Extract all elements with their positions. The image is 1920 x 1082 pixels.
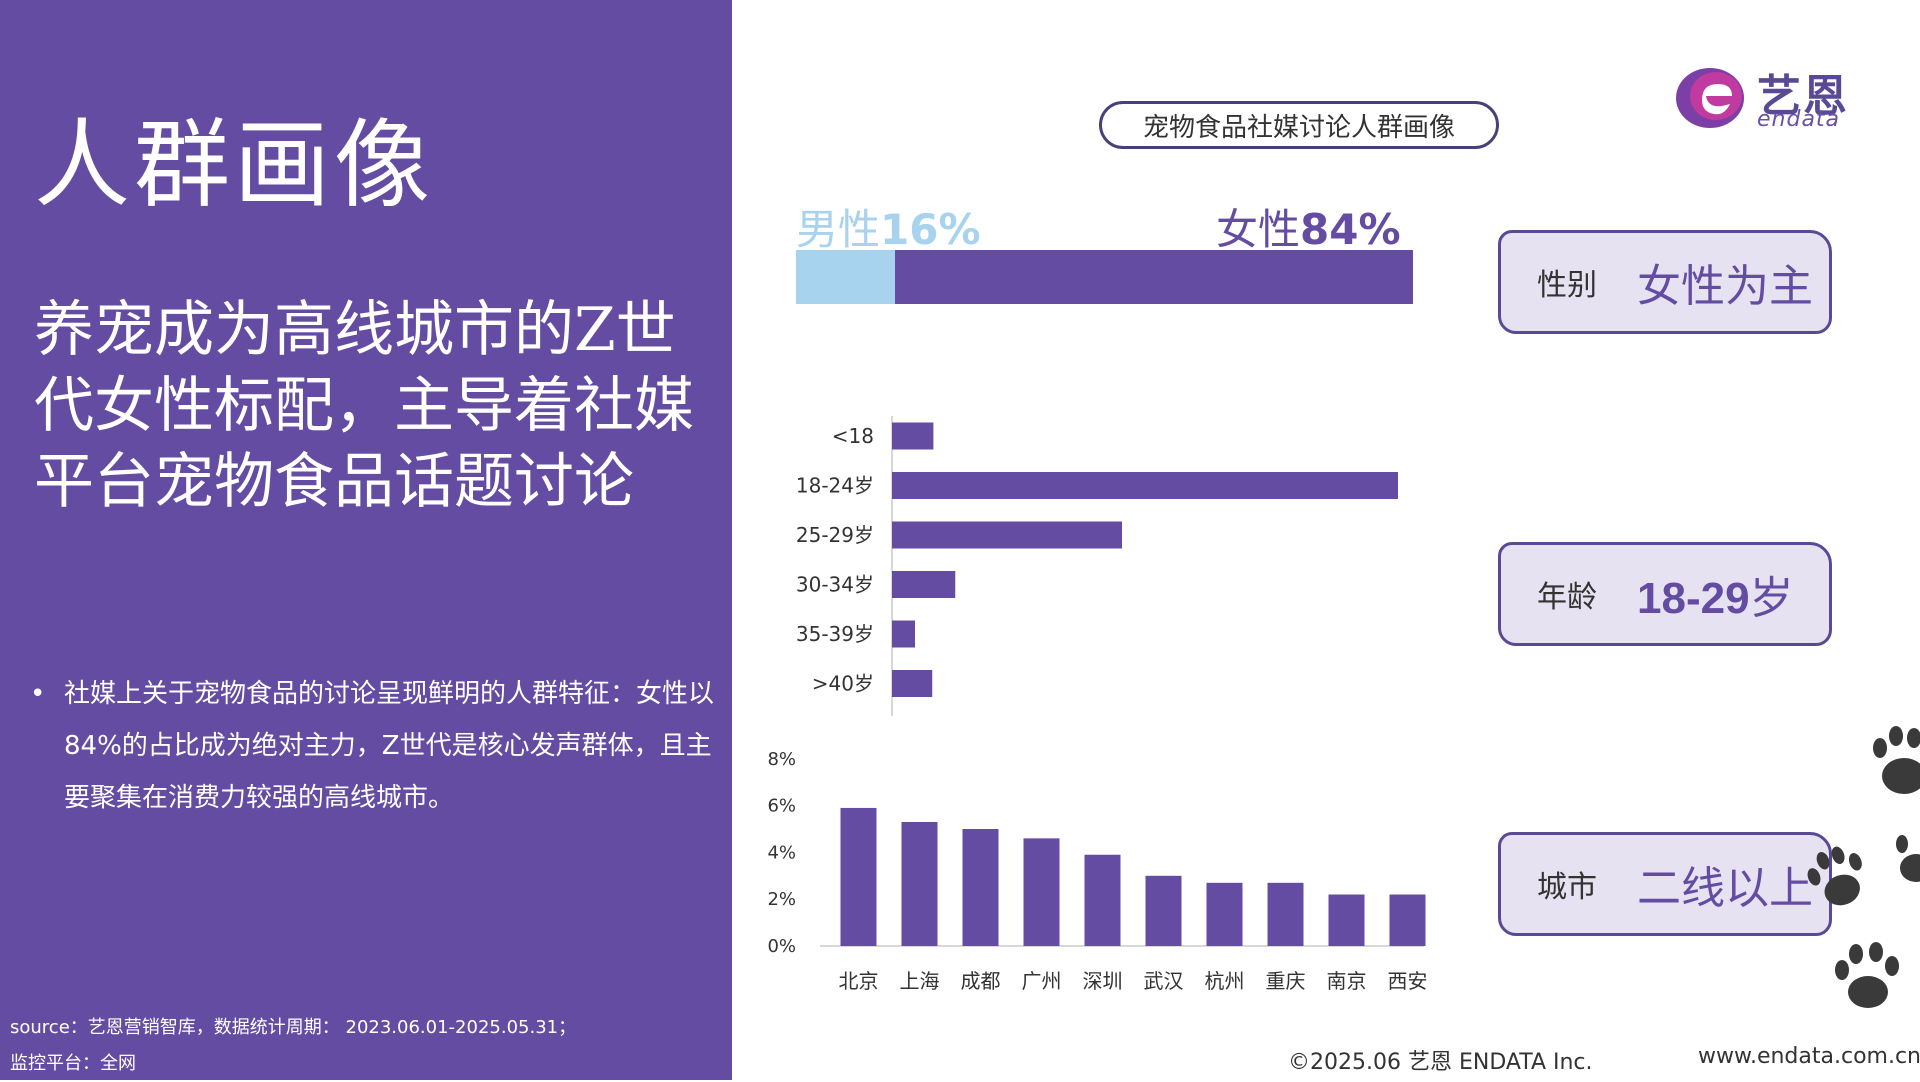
female-label: 女性84% [1216,196,1401,257]
tag-city: 城市 二线以上 [1498,832,1832,936]
footer-copyright: ©2025.06 艺恩 ENDATA Inc. [1288,1050,1593,1075]
city-tick-label: 广州 [1022,969,1062,993]
city-bar [1206,882,1243,946]
city-tick-label: 西安 [1388,969,1428,993]
city-bar [901,821,938,946]
city-bar [1389,894,1426,946]
paw-print-icon [1807,846,1862,906]
paw-print-icon [1896,835,1920,882]
tag-age-value: 18-29岁 [1637,562,1794,626]
city-chart-svg: 0% 2% 4% 6% 8% 北京 上海 成都 广州 深圳 武汉 杭州 重庆 南京 西安 [767,749,1428,993]
male-pct: 16% [880,205,981,254]
tag-gender-key: 性别 [1537,268,1597,303]
city-tick-label: 武汉 [1144,969,1184,993]
endata-logo: 艺恩 endata [1672,60,1862,132]
age-tick-label: >40岁 [812,672,874,696]
age-chart: <18 18-24岁 25-29岁 30-34岁 35-39岁 >40岁 [780,410,1420,724]
source-line-2: 监控平台：全网 [10,1053,136,1074]
gender-bar-male [796,250,895,304]
age-tick-label: <18 [832,424,874,448]
city-tick-label: 杭州 [1205,969,1245,993]
paw-print-icon [1835,942,1899,1008]
age-tick-label: 25-29岁 [796,523,874,547]
city-bar [1328,894,1365,946]
endata-logo-icon [1676,68,1744,128]
paw-print-icon [1873,726,1920,794]
tag-city-value: 二线以上 [1637,863,1813,914]
age-bar [892,620,915,648]
age-tick-label: 18-24岁 [796,474,874,498]
headline: 养宠成为高线城市的Z世代女性标配，主导着社媒平台宠物食品话题讨论 [34,295,694,517]
age-tick-label: 35-39岁 [796,622,874,646]
city-bar [840,807,877,946]
age-bar [892,670,933,697]
age-tick-label: 30-34岁 [796,573,874,597]
city-tick-label: 上海 [900,969,940,993]
age-bar [892,521,1122,549]
tag-age-value-num: 18-29 [1637,574,1750,623]
female-name: 女性 [1216,205,1301,254]
tag-city-key: 城市 [1537,870,1597,905]
city-y-tick-label: 6% [767,796,796,817]
age-bar [892,472,1398,499]
logo-text-cn: 艺恩 [1757,71,1849,122]
male-label: 男性16% [796,196,981,257]
source-line-1: source：艺恩营销智库，数据统计周期： 2023.06.01-2025.05… [10,1017,577,1038]
page-title: 人群画像 [34,109,434,221]
bullet-dot: • [30,679,46,709]
city-y-tick-label: 2% [767,889,796,910]
tag-age: 年龄 18-29岁 [1498,542,1832,646]
city-tick-label: 深圳 [1083,969,1123,993]
age-bar [892,422,934,450]
city-bar [1145,875,1182,946]
city-chart: 0% 2% 4% 6% 8% 北京 上海 成都 广州 深圳 武汉 杭州 重庆 南京 西安 [760,740,1440,1014]
tag-age-value-unit: 岁 [1749,573,1794,624]
age-chart-svg: <18 18-24岁 25-29岁 30-34岁 35-39岁 >40岁 [796,416,1398,716]
city-y-tick-label: 8% [767,749,796,770]
gender-bar [796,250,1413,304]
bullet-text: 社媒上关于宠物食品的讨论呈现鲜明的人群特征：女性以84%的占比成为绝对主力，Z世… [64,679,715,813]
gender-bar-female [894,250,1413,304]
age-bar [892,571,956,598]
city-bar [962,829,999,946]
footer-url: www.endata.com.cn [1698,1044,1920,1069]
city-bar [1267,882,1304,946]
city-tick-label: 北京 [839,969,879,993]
city-y-tick-label: 4% [767,842,796,863]
city-tick-label: 成都 [961,969,1001,993]
source-note: source：艺恩营销智库，数据统计周期： 2023.06.01-2025.05… [10,1010,576,1082]
city-bar [1023,838,1060,946]
city-tick-label: 重庆 [1266,969,1306,993]
bullet-point: • 社媒上关于宠物食品的讨论呈现鲜明的人群特征：女性以84%的占比成为绝对主力，… [30,668,720,824]
logo-text-en: endata [1757,107,1841,132]
female-pct: 84% [1300,205,1401,254]
left-panel: 人群画像 养宠成为高线城市的Z世代女性标配，主导着社媒平台宠物食品话题讨论 • … [0,0,732,1080]
tag-gender-value: 女性为主 [1637,261,1813,312]
chart-title: 宠物食品社媒讨论人群画像 [1099,101,1499,149]
tag-gender: 性别 女性为主 [1498,230,1832,334]
tag-age-key: 年龄 [1537,580,1597,615]
male-name: 男性 [796,205,881,254]
city-tick-label: 南京 [1327,969,1367,993]
city-bar [1084,854,1121,946]
city-y-tick-label: 0% [767,936,796,957]
